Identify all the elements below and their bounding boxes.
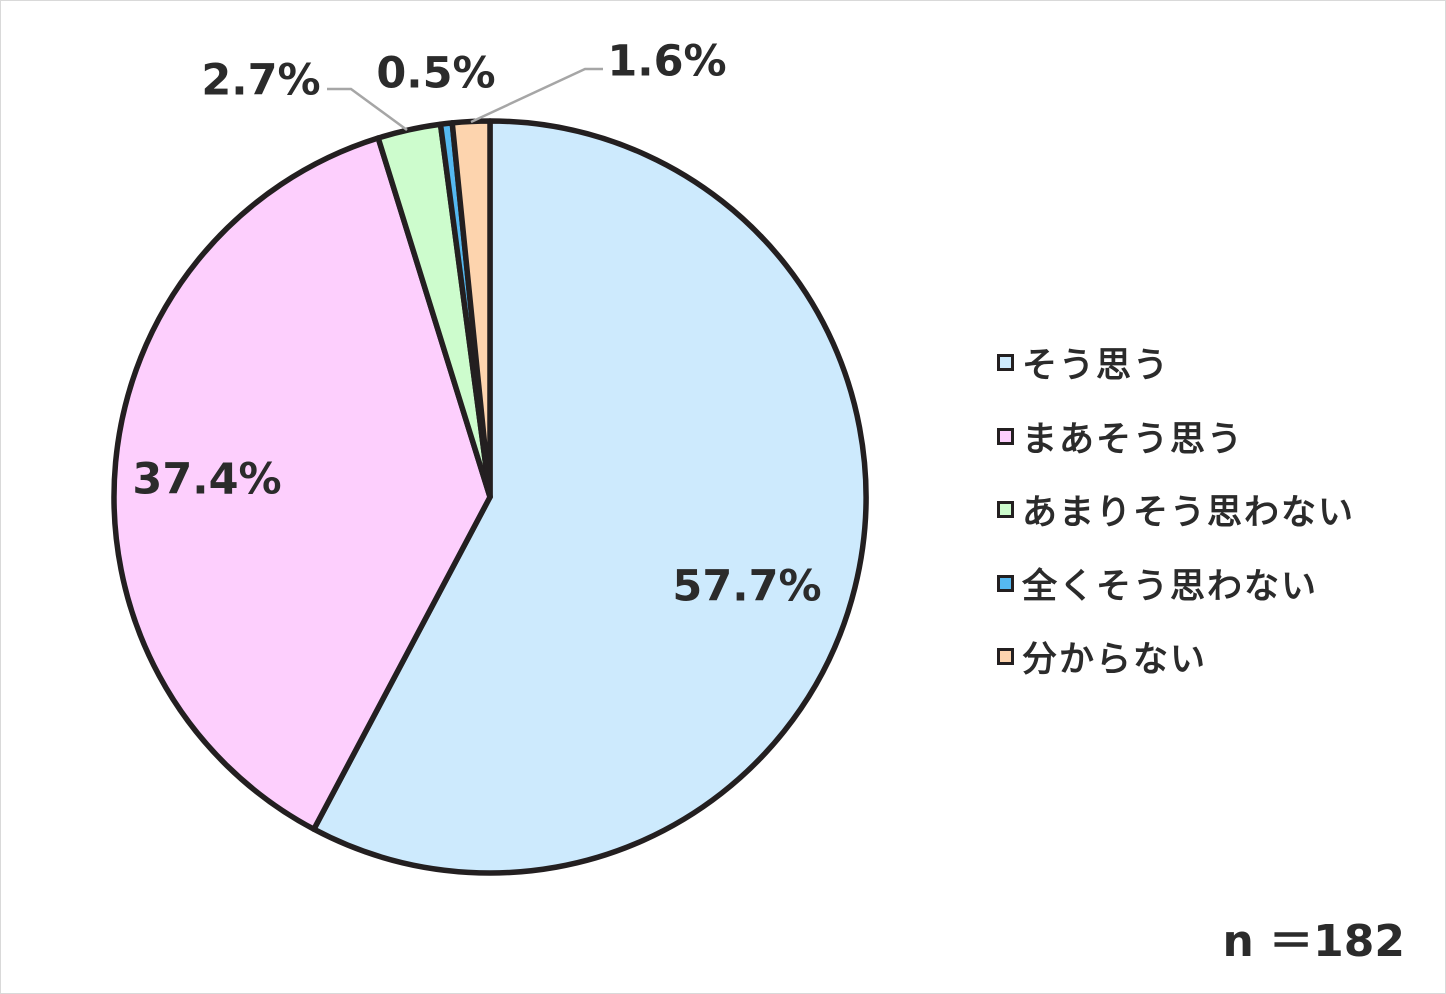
legend-swatch-1 xyxy=(997,427,1014,445)
legend-item: 全くそう思わない xyxy=(997,547,1355,621)
legend-label: まあそう思う xyxy=(1022,419,1245,460)
legend-label: あまりそう思わない xyxy=(1022,493,1356,534)
data-label-2: 2.7% xyxy=(201,56,320,106)
legend-swatch-3 xyxy=(997,574,1014,592)
legend-label: 全くそう思わない xyxy=(1022,566,1319,607)
chart-legend: そう思う まあそう思う あまりそう思わない 全くそう思わない 分からない xyxy=(997,326,1355,694)
sample-size-note: n ＝182 xyxy=(1222,916,1406,967)
pie-slice-0 xyxy=(311,118,869,876)
legend-item: あまりそう思わない xyxy=(997,473,1355,547)
data-label-4: 1.6% xyxy=(607,37,726,87)
legend-swatch-0 xyxy=(997,354,1014,372)
legend-swatch-4 xyxy=(997,648,1014,666)
pie-slice-1 xyxy=(111,135,493,832)
leader-line-4 xyxy=(470,67,603,124)
legend-item: まあそう思う xyxy=(997,400,1355,474)
legend-item: 分からない xyxy=(997,620,1355,694)
leader-line-2 xyxy=(327,87,408,132)
legend-label: そう思う xyxy=(1022,346,1171,387)
data-label-3: 0.5% xyxy=(376,49,495,99)
legend-swatch-2 xyxy=(997,501,1014,519)
legend-item: そう思う xyxy=(997,326,1355,400)
legend-label: 分からない xyxy=(1022,640,1208,681)
data-label-0: 57.7% xyxy=(672,562,821,612)
data-label-1: 37.4% xyxy=(132,455,281,505)
